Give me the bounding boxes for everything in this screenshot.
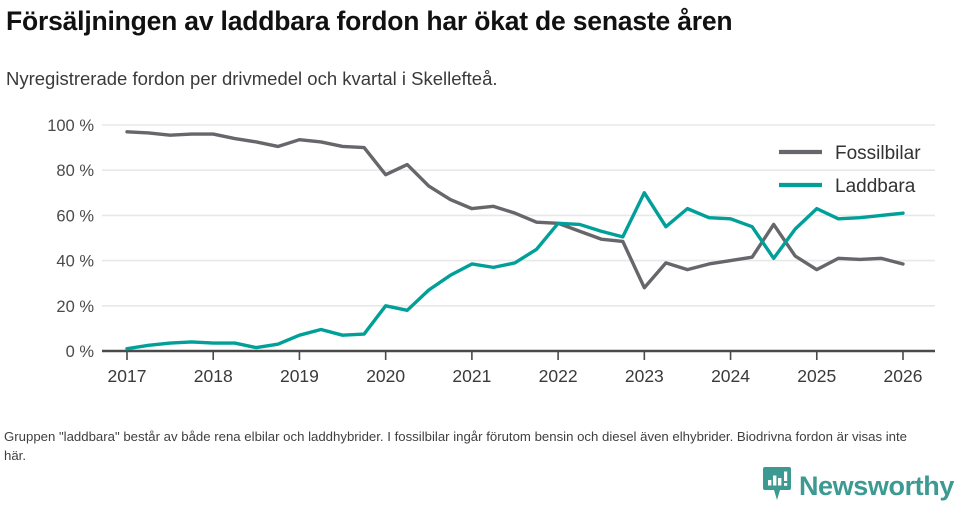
- x-axis-tick-label: 2018: [194, 366, 233, 386]
- series-line-fossilbilar: [125, 130, 905, 290]
- chart-legend: Fossilbilar Laddbara: [779, 143, 921, 197]
- newsworthy-logo[interactable]: Newsworthy: [762, 466, 954, 507]
- y-axis-tick-label: 40 %: [56, 253, 94, 271]
- y-axis-tick-label: 60 %: [56, 207, 94, 225]
- x-axis-tick-label: 2025: [797, 366, 836, 386]
- x-axis-tick-label: 2019: [280, 366, 319, 386]
- x-axis-tick-label: 2026: [884, 366, 923, 386]
- y-axis-tick-label: 0 %: [66, 343, 95, 361]
- x-axis-tick-label: 2017: [108, 366, 147, 386]
- newsworthy-pin-icon: [762, 466, 792, 507]
- y-axis-tick-label: 80 %: [56, 162, 94, 180]
- legend-label: Fossilbilar: [835, 143, 921, 164]
- x-axis-ticks: [126, 351, 904, 360]
- chart-footnote: Gruppen "laddbara" består av både rena e…: [4, 429, 907, 464]
- chart-plot-area: 0 % 20 % 40 % 60 % 80 % 100 % 2017 2018 2019 202…: [0, 105, 960, 395]
- y-axis-tick-label: 100 %: [47, 117, 94, 135]
- chart-series-lines: [125, 130, 905, 351]
- y-axis-tick-label: 20 %: [56, 298, 94, 316]
- series-line-laddbara: [125, 191, 905, 351]
- x-axis-tick-label: 2022: [539, 366, 578, 386]
- line-chart-svg: 0 % 20 % 40 % 60 % 80 % 100 % 2017 2018 2019 202…: [47, 117, 935, 386]
- chart-subtitle: Nyregistrerade fordon per drivmedel och …: [6, 68, 498, 89]
- x-axis-tick-label: 2021: [452, 366, 491, 386]
- x-axis-tick-label: 2024: [711, 366, 750, 386]
- x-axis-tick-labels: 2017 2018 2019 2020 2021 2022 2023 2024 2025 2026: [108, 366, 923, 386]
- y-axis-tick-labels: 0 % 20 % 40 % 60 % 80 % 100 %: [47, 117, 94, 361]
- newsworthy-logo-text: Newsworthy: [798, 471, 954, 501]
- x-axis-tick-label: 2020: [366, 366, 405, 386]
- x-axis-tick-label: 2023: [625, 366, 664, 386]
- legend-label: Laddbara: [835, 176, 916, 197]
- page-title: Försäljningen av laddbara fordon har öka…: [6, 6, 733, 36]
